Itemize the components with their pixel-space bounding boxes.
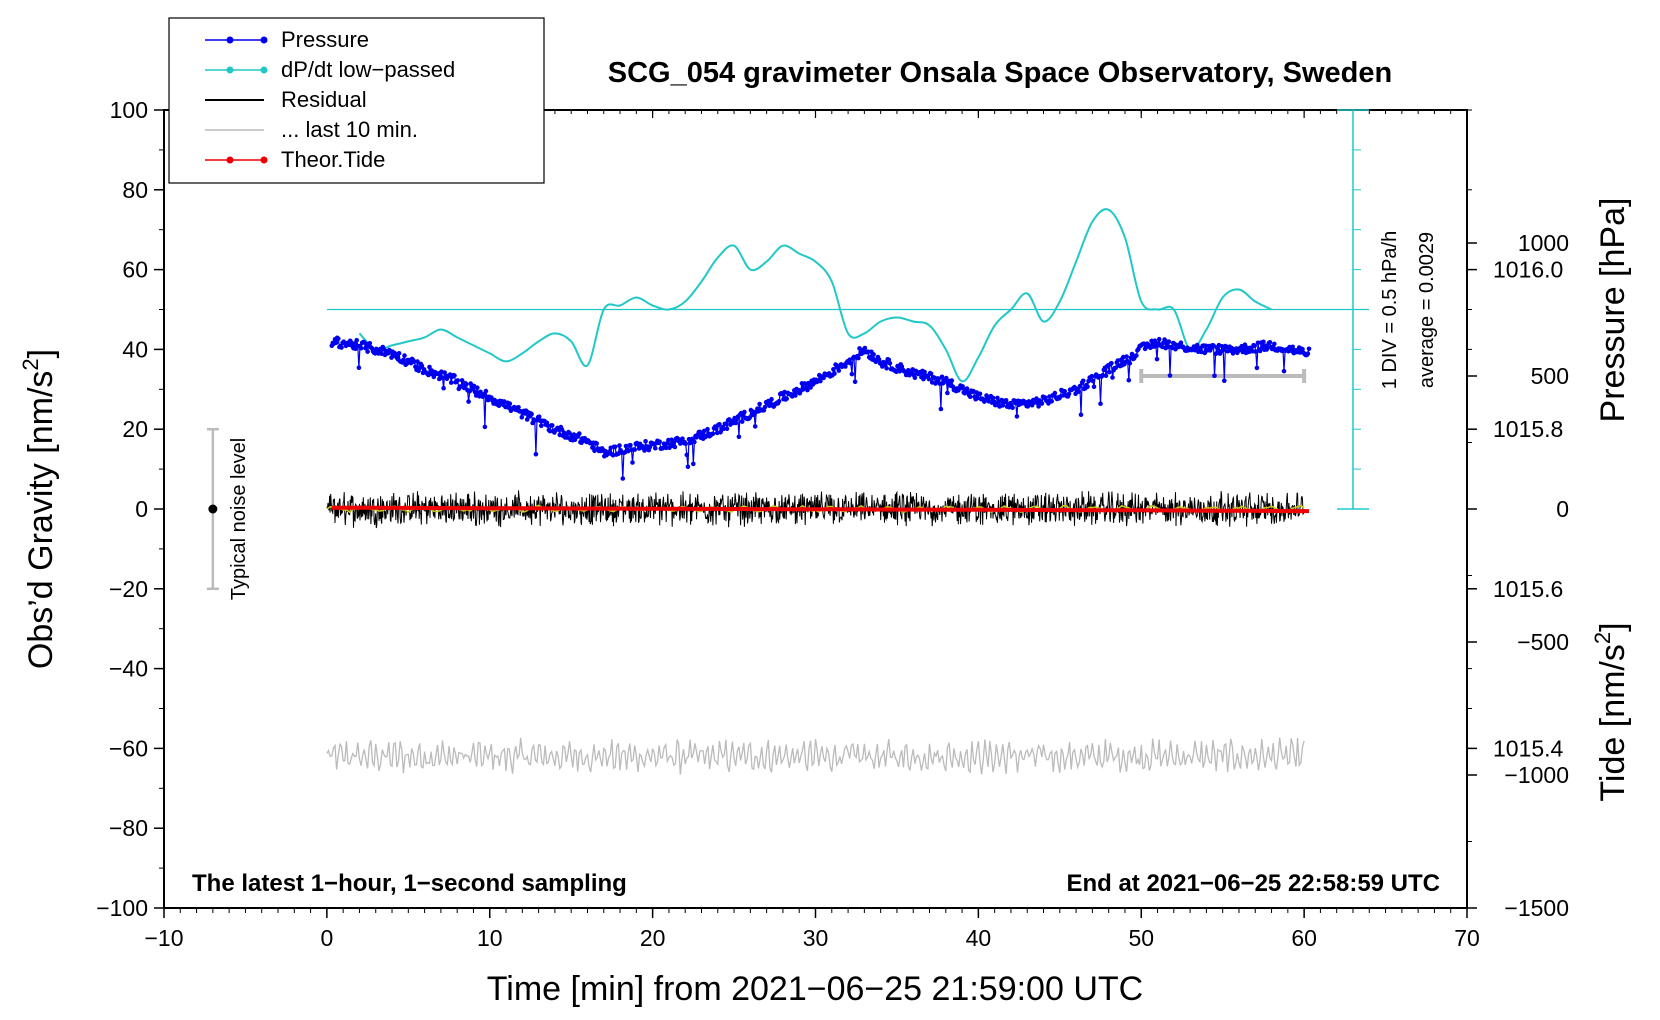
pressure-tick-label: 1016.0 <box>1493 257 1563 283</box>
y-axis-pressure-title: Pressure [hPa] <box>1594 198 1632 423</box>
series-layer <box>206 109 1369 775</box>
legend-marker-0 <box>226 36 234 44</box>
pressure-tick-label: 1015.6 <box>1493 576 1563 602</box>
note-sampling: The latest 1−hour, 1−second sampling <box>192 870 627 897</box>
dpdt-average-label: average = 0.0029 <box>1416 232 1438 388</box>
tide-tick-label: −1500 <box>1504 895 1569 921</box>
dpdt-scale-label: 1 DIV = 0.5 hPa/h <box>1379 231 1401 389</box>
tide-tick-label: −500 <box>1517 629 1569 655</box>
x-tick-label: 70 <box>1454 925 1480 951</box>
legend-marker-4 <box>226 156 234 164</box>
y-left-tick-label: 20 <box>122 416 148 442</box>
chart-title: SCG_054 gravimeter Onsala Space Observat… <box>608 57 1392 89</box>
pressure-tick-label: 1015.8 <box>1493 416 1563 442</box>
x-tick-label: 40 <box>966 925 992 951</box>
series-dpdt <box>358 208 1272 383</box>
y-left-tick-label: 100 <box>110 97 148 123</box>
axes-layer: −10 0 10 20 30 40 50 60 70100806040200−20−40−60−… <box>96 97 1569 951</box>
series-last-10-min <box>326 737 1305 775</box>
series-pressure-dots <box>329 335 1312 481</box>
x-tick-label: −10 <box>144 925 183 951</box>
y-axis-left-sup: 2 <box>18 358 43 370</box>
x-axis-title: Time [min] from 2021−06−25 21:59:00 UTC <box>487 970 1143 1008</box>
legend-label-0: Pressure <box>281 27 369 52</box>
y-left-tick-label: 0 <box>135 496 148 522</box>
y-left-tick-label: −100 <box>96 895 148 921</box>
tide-tick-label: 0 <box>1556 496 1569 522</box>
y-axis-tide-title: Tide [nm/s2] <box>1590 622 1632 801</box>
noise-point <box>208 504 218 514</box>
series-theor-tide <box>331 505 1309 514</box>
y-left-tick-label: 40 <box>122 336 148 362</box>
x-tick-label: 10 <box>477 925 503 951</box>
y-axis-tide-sup: 2 <box>1590 632 1615 644</box>
y-left-tick-label: −60 <box>109 735 148 761</box>
tide-tick-label: 500 <box>1531 363 1569 389</box>
note-end-time: End at 2021−06−25 22:58:59 UTC <box>1066 870 1440 897</box>
x-tick-label: 0 <box>320 925 333 951</box>
tide-tick-label: −1000 <box>1504 762 1569 788</box>
y-axis-left-title: Obs’d Gravity [nm/s2] <box>18 349 60 669</box>
x-tick-label: 60 <box>1291 925 1317 951</box>
legend-marker-end-4 <box>260 156 268 164</box>
legend-marker-end-1 <box>260 66 268 74</box>
x-tick-label: 20 <box>640 925 666 951</box>
legend-label-1: dP/dt low−passed <box>281 57 455 82</box>
y-left-tick-label: −80 <box>109 815 148 841</box>
series-pressure-line <box>331 336 1310 479</box>
pressure-tick-label: 1015.4 <box>1493 735 1564 761</box>
y-left-tick-label: 80 <box>122 177 148 203</box>
y-left-tick-label: −20 <box>109 576 148 602</box>
legend-label-2: Residual <box>281 87 367 112</box>
legend-label-4: Theor.Tide <box>281 147 385 172</box>
noise-level-label: Typical noise level <box>228 438 250 600</box>
x-tick-label: 30 <box>803 925 829 951</box>
y-left-tick-label: 60 <box>122 257 148 283</box>
legend: Pressure dP/dt low−passed Residual ... last… <box>168 17 545 184</box>
legend-marker-end-0 <box>260 36 268 44</box>
x-tick-label: 50 <box>1128 925 1154 951</box>
y-left-tick-label: −40 <box>109 656 148 682</box>
legend-marker-1 <box>226 66 234 74</box>
tide-tick-label: 1000 <box>1518 230 1569 256</box>
legend-label-3: ... last 10 min. <box>281 117 418 142</box>
